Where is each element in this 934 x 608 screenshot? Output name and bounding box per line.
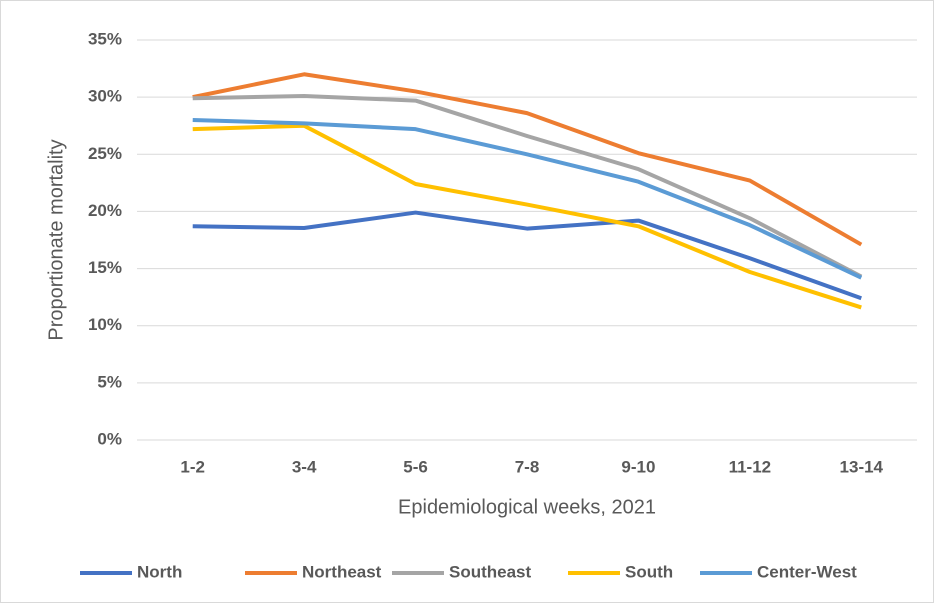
series-line [192, 118, 863, 280]
x-axis-title: Epidemiological weeks, 2021 [398, 496, 656, 518]
x-tick-label: 9-10 [621, 457, 655, 476]
legend-label: Center-West [757, 562, 857, 581]
y-tick-label: 20% [88, 201, 122, 220]
y-tick-label: 30% [88, 87, 122, 106]
series-line [192, 72, 863, 247]
x-tick-label: 3-4 [292, 457, 317, 476]
x-tick-label: 5-6 [403, 457, 428, 476]
y-tick-label: 15% [88, 258, 122, 277]
x-tick-label: 1-2 [180, 457, 205, 476]
legend-label: Southeast [449, 562, 532, 581]
y-tick-label: 10% [88, 315, 122, 334]
legend-label: North [137, 562, 182, 581]
legend-label: South [625, 562, 673, 581]
x-tick-label: 13-14 [840, 457, 884, 476]
y-tick-label: 35% [88, 29, 122, 48]
y-tick-label: 0% [97, 429, 122, 448]
legend-label: Northeast [302, 562, 382, 581]
y-axis-title: Proportionate mortality [45, 139, 67, 340]
series-line [192, 94, 863, 279]
y-tick-label: 5% [97, 372, 122, 391]
series-line [192, 123, 862, 310]
series-line [192, 210, 862, 301]
x-tick-label: 11-12 [729, 457, 772, 476]
y-tick-label: 25% [88, 144, 122, 163]
x-tick-label: 7-8 [515, 457, 540, 476]
